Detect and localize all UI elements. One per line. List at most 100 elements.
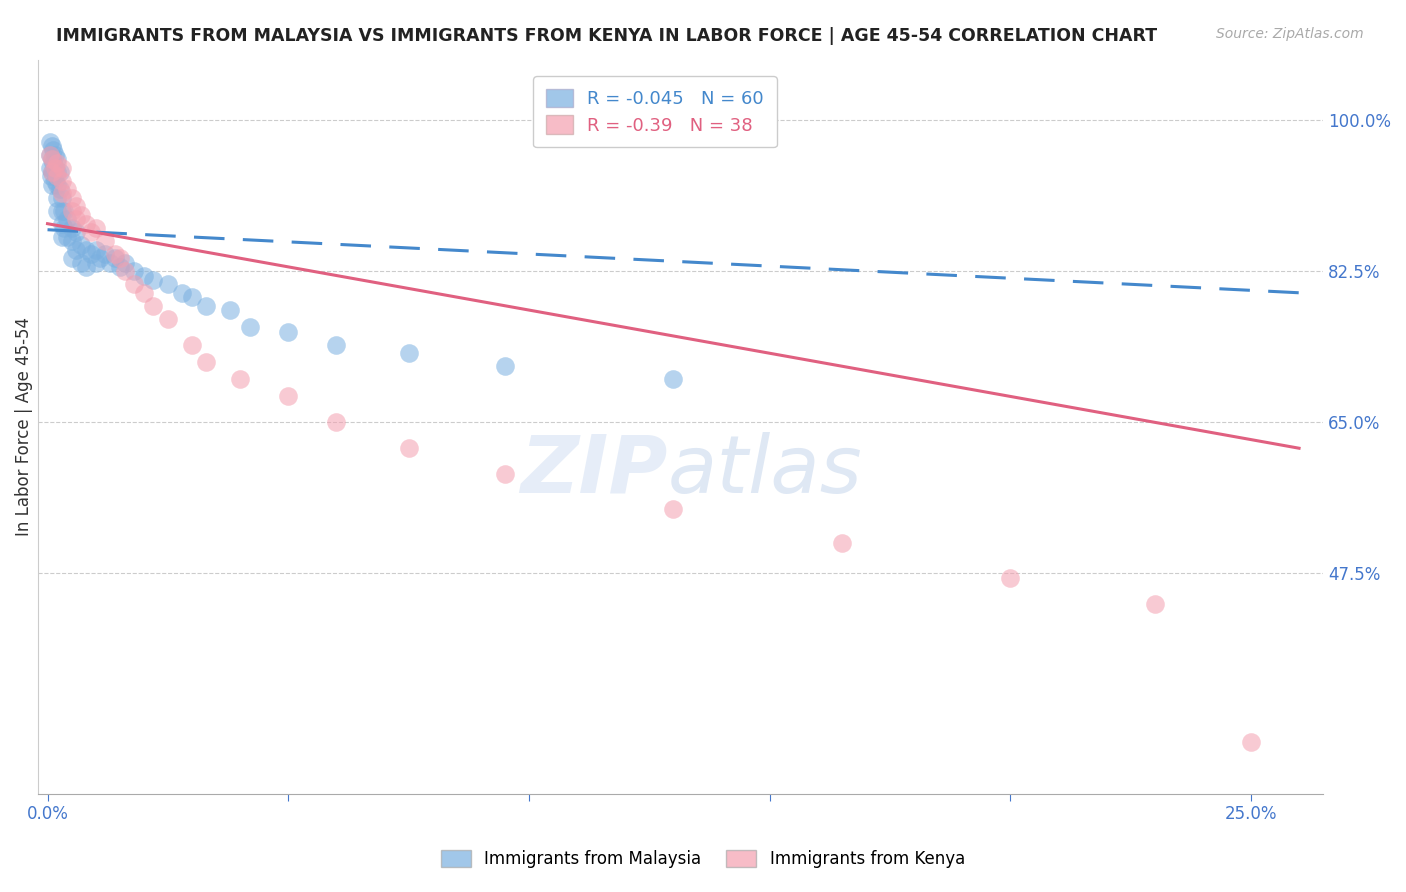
Point <box>156 277 179 292</box>
Point <box>70 238 93 252</box>
Point <box>1240 735 1263 749</box>
Point <box>60 191 83 205</box>
Point <box>325 337 347 351</box>
Legend: R = -0.045   N = 60, R = -0.39   N = 38: R = -0.045 N = 60, R = -0.39 N = 38 <box>533 76 776 147</box>
Point <box>142 273 165 287</box>
Point <box>51 186 73 201</box>
Point <box>51 161 73 175</box>
Point <box>84 221 107 235</box>
Point <box>39 135 62 149</box>
Point <box>89 251 111 265</box>
Point <box>75 217 97 231</box>
Point <box>41 152 63 166</box>
Point <box>46 156 69 170</box>
Point <box>114 264 136 278</box>
Point <box>44 147 66 161</box>
Point <box>132 268 155 283</box>
Point <box>662 372 685 386</box>
Point <box>51 229 73 244</box>
Point <box>41 178 63 192</box>
Point <box>181 290 204 304</box>
Point <box>55 182 77 196</box>
Point <box>229 372 252 386</box>
Point <box>46 165 69 179</box>
Point <box>662 501 685 516</box>
Point <box>104 251 127 265</box>
Point <box>70 255 93 269</box>
Point <box>65 243 87 257</box>
Point <box>44 161 66 175</box>
Point <box>219 303 242 318</box>
Point <box>195 299 218 313</box>
Point <box>84 243 107 257</box>
Point <box>55 212 77 227</box>
Point <box>114 255 136 269</box>
Point <box>41 165 63 179</box>
Point <box>46 191 69 205</box>
Point <box>39 147 62 161</box>
Text: atlas: atlas <box>668 432 862 509</box>
Point <box>46 169 69 184</box>
Point <box>122 277 145 292</box>
Point <box>494 467 516 482</box>
Point <box>75 243 97 257</box>
Point <box>108 260 131 274</box>
Point <box>60 203 83 218</box>
Point <box>172 285 194 300</box>
Point <box>41 152 63 166</box>
Point <box>80 225 103 239</box>
Text: IMMIGRANTS FROM MALAYSIA VS IMMIGRANTS FROM KENYA IN LABOR FORCE | AGE 45-54 COR: IMMIGRANTS FROM MALAYSIA VS IMMIGRANTS F… <box>56 27 1157 45</box>
Point <box>277 325 299 339</box>
Point <box>60 251 83 265</box>
Point <box>239 320 262 334</box>
Point <box>41 139 63 153</box>
Point <box>108 251 131 265</box>
Point <box>94 247 117 261</box>
Point <box>39 147 62 161</box>
Point <box>46 178 69 192</box>
Point <box>46 152 69 166</box>
Legend: Immigrants from Malaysia, Immigrants from Kenya: Immigrants from Malaysia, Immigrants fro… <box>434 843 972 875</box>
Point <box>195 355 218 369</box>
Point <box>98 255 121 269</box>
Point <box>156 311 179 326</box>
Point <box>104 247 127 261</box>
Point <box>70 208 93 222</box>
Point <box>51 173 73 187</box>
Point <box>277 389 299 403</box>
Point <box>60 221 83 235</box>
Point <box>325 415 347 429</box>
Y-axis label: In Labor Force | Age 45-54: In Labor Force | Age 45-54 <box>15 318 32 536</box>
Point <box>44 161 66 175</box>
Point <box>42 143 65 157</box>
Point <box>44 173 66 187</box>
Point <box>122 264 145 278</box>
Point <box>494 359 516 374</box>
Point <box>53 221 76 235</box>
Point <box>51 191 73 205</box>
Point <box>51 203 73 218</box>
Point <box>142 299 165 313</box>
Point <box>181 337 204 351</box>
Point <box>39 161 62 175</box>
Point <box>41 169 63 184</box>
Point <box>48 182 70 196</box>
Point <box>65 212 87 227</box>
Text: Source: ZipAtlas.com: Source: ZipAtlas.com <box>1216 27 1364 41</box>
Point <box>398 441 420 455</box>
Point <box>1000 571 1022 585</box>
Point <box>65 225 87 239</box>
Point <box>1143 597 1166 611</box>
Point <box>75 260 97 274</box>
Point <box>46 203 69 218</box>
Text: ZIP: ZIP <box>520 432 668 509</box>
Point <box>80 247 103 261</box>
Point <box>48 165 70 179</box>
Point <box>831 536 853 550</box>
Point <box>60 234 83 248</box>
Point <box>132 285 155 300</box>
Point <box>42 156 65 170</box>
Point <box>51 217 73 231</box>
Point <box>94 234 117 248</box>
Point <box>65 199 87 213</box>
